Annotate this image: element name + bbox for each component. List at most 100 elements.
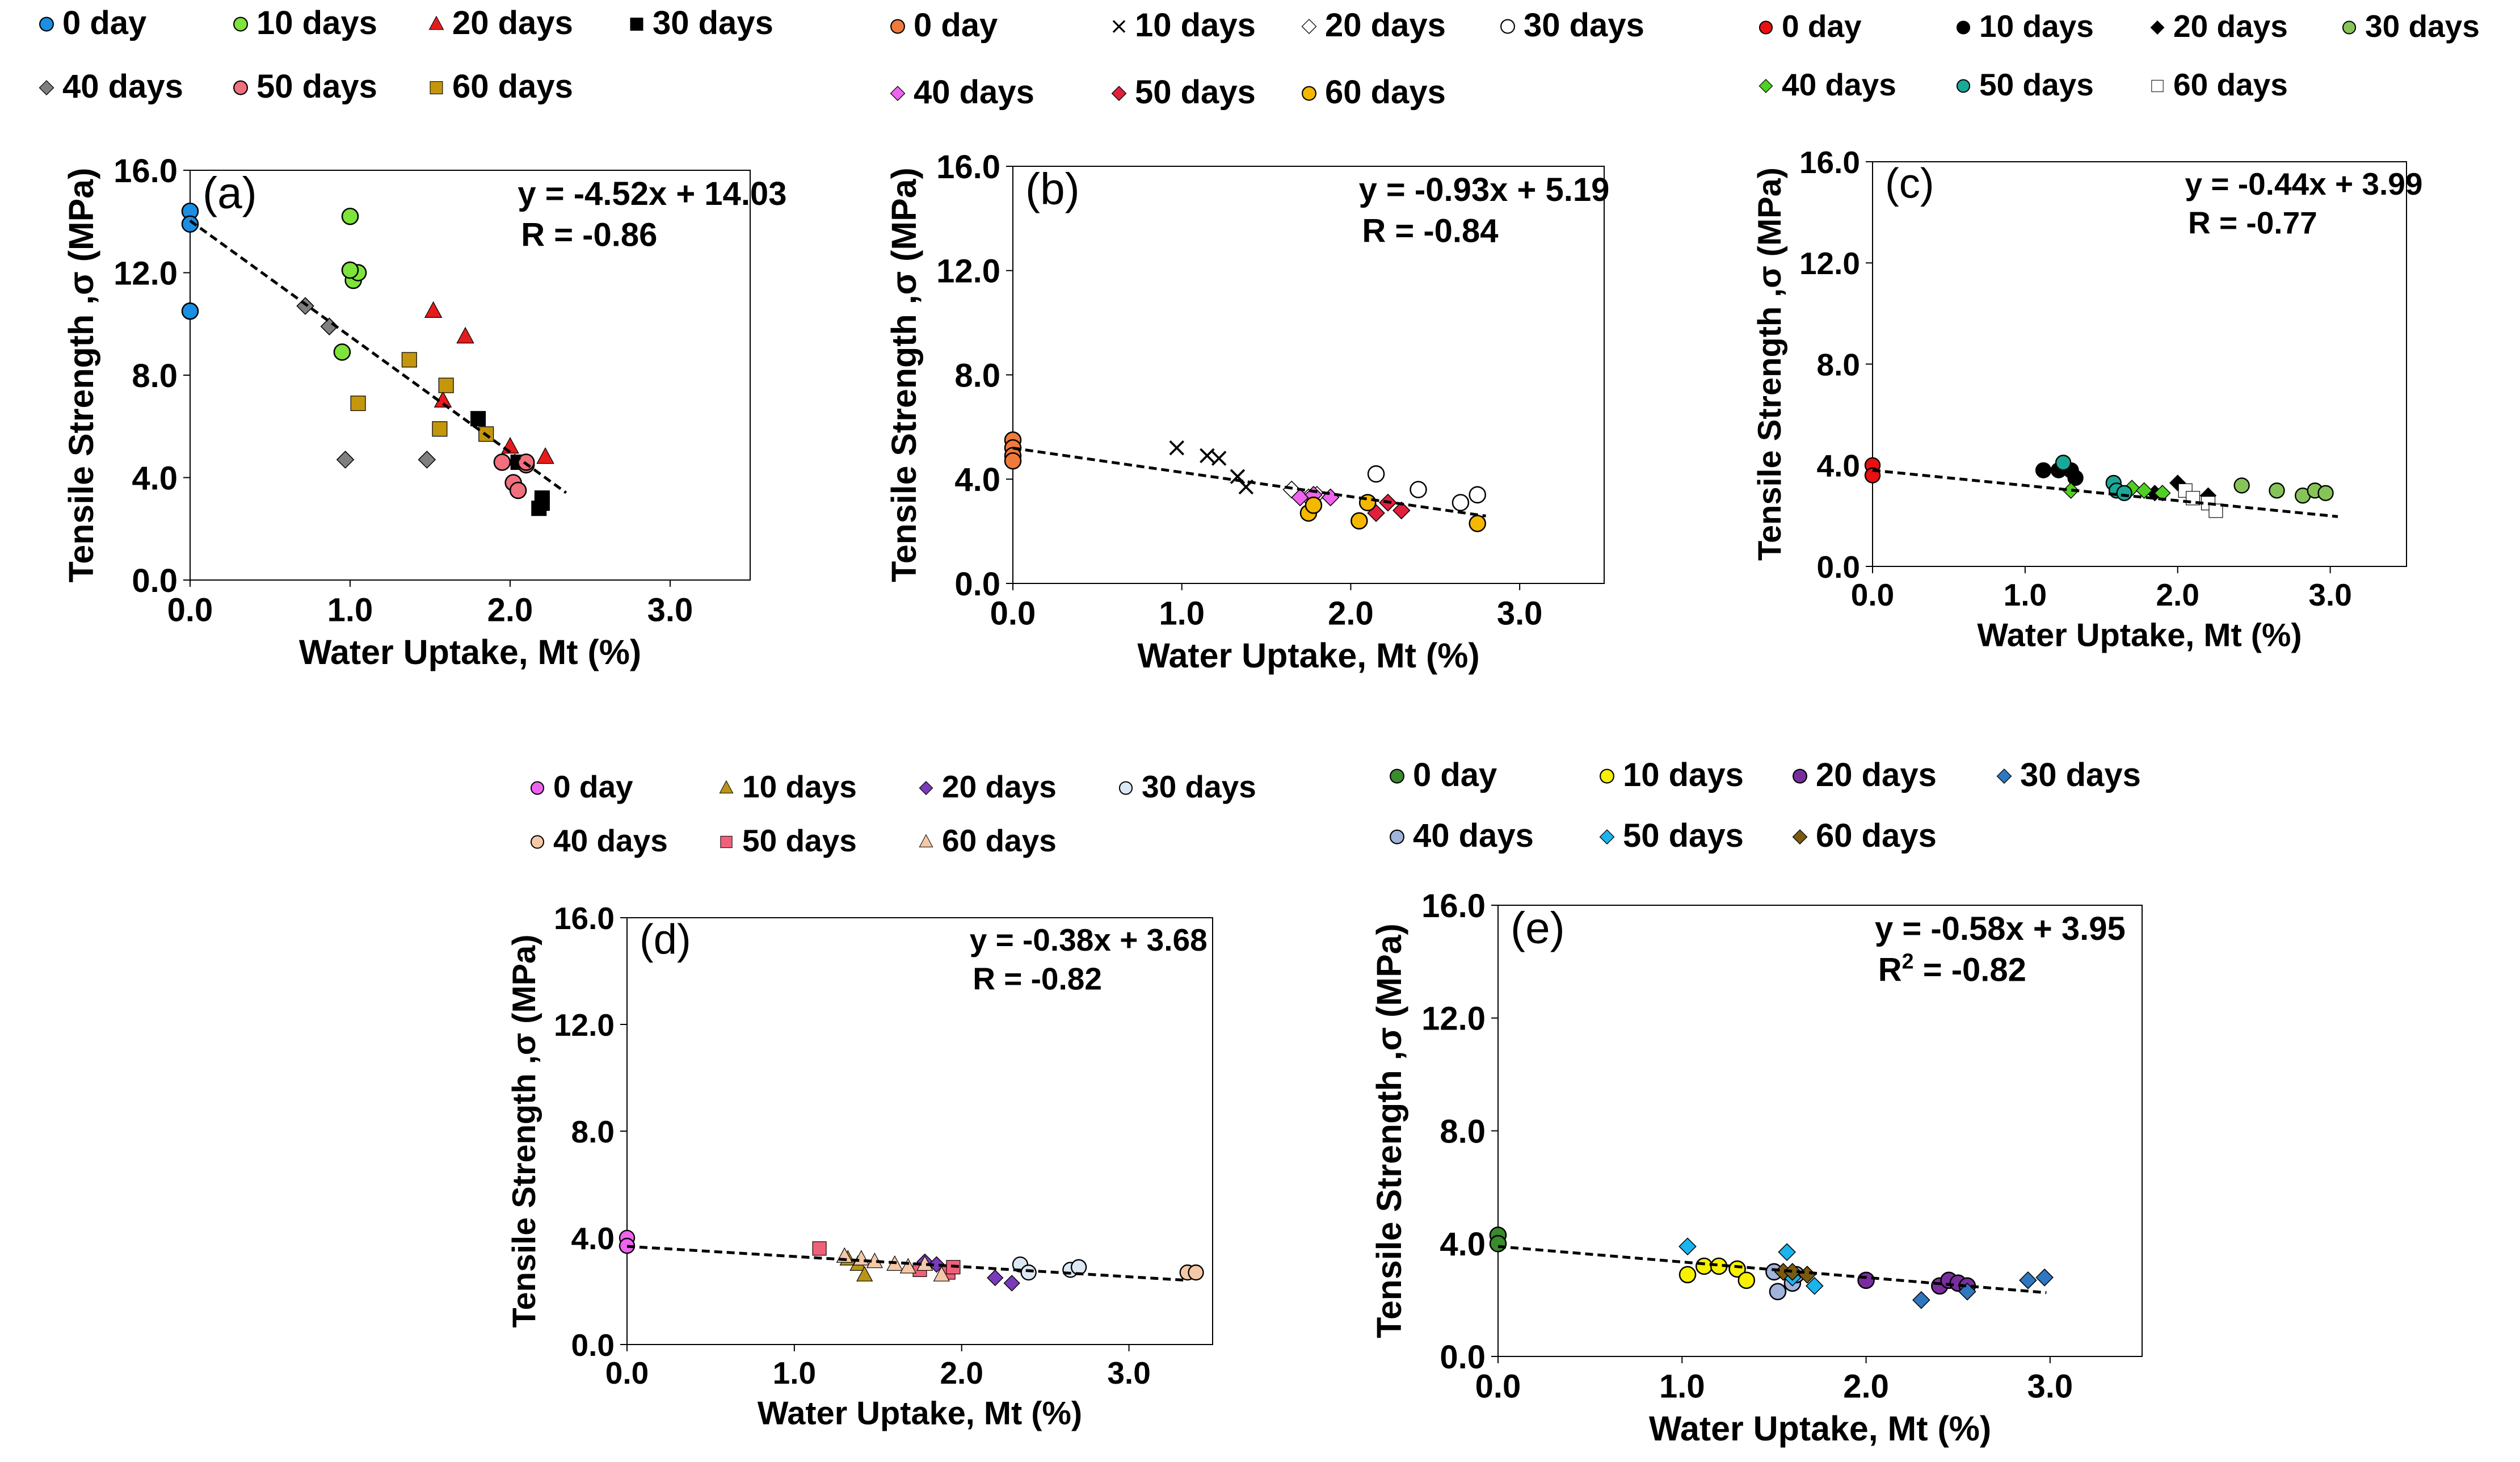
legend-marker — [1301, 19, 1317, 35]
series-10-days — [333, 207, 367, 361]
data-point — [928, 1256, 945, 1273]
legend-marker — [428, 15, 444, 30]
legend-item: 20 days — [919, 769, 1057, 804]
y-tick-label: 4.0 — [132, 460, 178, 497]
x-axis-title: Water Uptake, Mt (%) — [1977, 617, 2302, 653]
y-tick-label: 8.0 — [1440, 1113, 1486, 1150]
y-tick-label: 0.0 — [1440, 1339, 1486, 1376]
legend-item: 10 days — [1112, 7, 1256, 44]
legend-marker — [1302, 86, 1316, 101]
legend-label: 30 days — [2365, 9, 2480, 44]
x-tick-label: 3.0 — [2308, 577, 2351, 612]
data-point — [812, 1241, 827, 1256]
legend-marker — [720, 835, 733, 848]
legend-item: 30 days — [1500, 7, 1644, 44]
legend-label: 40 days — [1782, 67, 1896, 102]
x-tick-label: 3.0 — [1497, 595, 1543, 632]
y-axis-title: Tensile Strength ,σ (MPa) — [62, 168, 100, 583]
series-30-days — [2233, 477, 2334, 504]
legend-item: 40 days — [1758, 67, 1896, 102]
data-point — [1452, 494, 1470, 511]
legend-item: 40 days — [1390, 817, 1534, 854]
data-point — [933, 1266, 950, 1282]
legend-label: 20 days — [942, 769, 1057, 804]
legend-item: 10 days — [233, 5, 377, 41]
legend-label: 30 days — [1142, 769, 1256, 804]
x-tick-label: 2.0 — [940, 1355, 983, 1390]
y-tick-label: 16.0 — [936, 149, 1000, 186]
legend-item: 50 days — [1956, 67, 2094, 102]
y-tick-label: 16.0 — [554, 901, 615, 936]
legend-marker — [1758, 79, 1773, 93]
legend: 0 day 10 days 20 days 30 days 40 days 50 days… — [1390, 757, 2141, 854]
legend: 0 day 10 days 20 days 30 days 40 days 50 days… — [530, 769, 1256, 858]
y-tick-label: 8.0 — [132, 358, 178, 394]
y-axis-title: Tensile Strength ,σ (MPa) — [1370, 923, 1408, 1338]
legend-item: 30 days — [630, 5, 773, 41]
trend-line — [626, 1245, 1188, 1282]
data-point — [1769, 1283, 1787, 1300]
legend-label: 60 days — [1816, 817, 1937, 854]
data-point — [1004, 452, 1022, 470]
series-20-days — [1857, 1271, 1976, 1295]
legend-marker — [919, 781, 933, 795]
legend-label: 50 days — [1979, 67, 2094, 102]
legend-item: 30 days — [1996, 757, 2141, 793]
x-tick-label: 3.0 — [1107, 1355, 1150, 1390]
data-point — [2035, 1268, 2054, 1287]
legend-label: 20 days — [1816, 757, 1937, 793]
legend-marker — [1111, 86, 1127, 102]
legend-label: 10 days — [1979, 9, 2094, 44]
legend-marker — [1112, 20, 1126, 33]
y-tick-label: 4.0 — [954, 461, 1000, 498]
x-tick-label: 0.0 — [1851, 577, 1894, 612]
legend-item: 0 day — [1758, 9, 1862, 44]
series-50-days — [493, 453, 535, 499]
legend-marker — [530, 781, 545, 795]
panel-label: (d) — [640, 915, 691, 963]
legend-item: 60 days — [919, 823, 1057, 858]
data-point — [181, 302, 199, 320]
data-point — [2317, 485, 2334, 501]
x-tick-label: 1.0 — [327, 592, 373, 629]
legend-label: 0 day — [1782, 9, 1862, 44]
legend-item: 0 day — [39, 5, 146, 41]
y-axis-title: Tensile Strength ,σ (MPa) — [506, 935, 542, 1328]
r-squared-superscript: 2 — [1902, 949, 1914, 973]
legend-label: 30 days — [1524, 7, 1644, 44]
y-tick-label: 12.0 — [554, 1007, 615, 1043]
correlation-value: R = -0.82 — [973, 961, 1102, 997]
legend-label: 30 days — [2020, 757, 2141, 793]
data-point — [2116, 485, 2132, 501]
legend-item: 60 days — [2151, 67, 2288, 102]
y-axis-title: Tensile Strength ,σ (MPa) — [885, 167, 923, 582]
legend-marker — [919, 834, 933, 847]
legend-label: 50 days — [256, 68, 377, 105]
data-point — [1003, 1275, 1020, 1292]
legend-marker — [233, 80, 248, 95]
x-tick-label: 1.0 — [1659, 1368, 1705, 1405]
data-point — [1695, 1257, 1713, 1275]
legend-label: 20 days — [2173, 9, 2288, 44]
legend-item: 30 days — [1118, 769, 1256, 804]
data-point — [181, 215, 199, 233]
legend-item: 0 day — [530, 769, 633, 804]
y-tick-label: 16.0 — [1799, 145, 1860, 180]
legend: 0 day 10 days 20 days 30 days 40 days 50 days… — [890, 7, 1644, 111]
series-50-days — [2055, 455, 2132, 501]
correlation-value: R = -0.77 — [2188, 205, 2317, 241]
legend: 0 day 10 days 20 days 30 days 40 days 50 days… — [1758, 9, 2480, 102]
legend-marker — [1599, 829, 1615, 845]
data-point — [1857, 1271, 1875, 1289]
legend-label: 40 days — [62, 68, 183, 105]
legend-item: 20 days — [1301, 7, 1446, 44]
data-point — [2154, 485, 2171, 502]
legend-item: 40 days — [530, 823, 668, 858]
series-10-days — [1169, 440, 1254, 495]
legend-marker — [719, 780, 734, 793]
data-point — [1912, 1291, 1930, 1309]
data-point — [432, 421, 448, 437]
legend-marker — [1390, 768, 1404, 784]
y-tick-label: 12.0 — [113, 255, 178, 292]
